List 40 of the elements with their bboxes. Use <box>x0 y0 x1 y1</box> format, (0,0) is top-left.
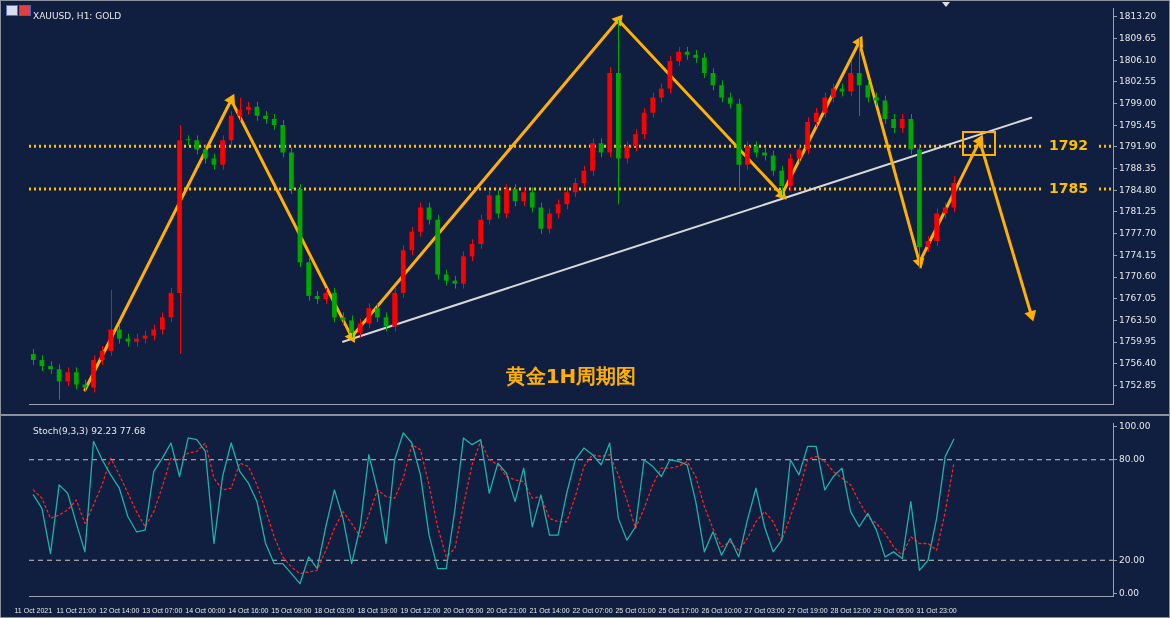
y-tick-label: 20.00 <box>1119 554 1146 565</box>
candlestick <box>203 144 208 164</box>
y-tick-label: 1756.40 <box>1119 358 1157 369</box>
y-tick-label: 1763.50 <box>1119 314 1157 325</box>
y-tick-label: 1777.70 <box>1119 228 1157 239</box>
y-tick-label: 1752.85 <box>1119 379 1157 390</box>
candlestick <box>942 202 948 219</box>
y-tick-label: 1781.25 <box>1119 206 1157 217</box>
point <box>611 14 623 27</box>
candlestick <box>159 311 165 335</box>
y-tick-label: 1767.05 <box>1119 293 1157 304</box>
y-tick-label: 1788.35 <box>1119 163 1157 173</box>
y-tick-label: 1813.20 <box>1119 11 1157 22</box>
y-tick-label: 1802.55 <box>1119 76 1157 87</box>
candlestick <box>719 79 724 103</box>
y-tick-label: 1795.45 <box>1119 119 1157 130</box>
annotation: 黄金1H周期图 <box>504 364 637 389</box>
y-tick-label: 1784.80 <box>1119 184 1157 195</box>
point <box>224 93 236 106</box>
ref-line-label: 1792 <box>1049 137 1088 154</box>
point <box>1024 309 1037 322</box>
y-tick-label: 1809.65 <box>1119 32 1157 43</box>
candlestick <box>349 314 354 338</box>
candlestick <box>658 82 664 103</box>
chart-title: Stoch(9,3,3) 92.23 77.68 <box>33 425 146 436</box>
y-tick-label: 0.00 <box>1119 588 1140 599</box>
y-tick-label: 100.00 <box>1119 420 1151 431</box>
y-tick-label: 1774.15 <box>1119 249 1157 260</box>
y-tick-label: 1806.10 <box>1119 54 1157 65</box>
chart-title: XAUUSD, H1: GOLD <box>33 10 122 21</box>
y-tick-label: 1759.95 <box>1119 336 1157 347</box>
y-tick-label: 1799.00 <box>1119 97 1157 108</box>
candlestick <box>357 318 363 338</box>
candlestick <box>865 79 871 103</box>
candlestick <box>762 147 767 161</box>
ref-line-label: 1785 <box>1049 179 1088 196</box>
y-tick-label: 1770.60 <box>1119 271 1157 282</box>
y-tick-label: 80.00 <box>1119 454 1146 465</box>
y-tick-label: 1791.90 <box>1119 141 1157 152</box>
candlestick <box>831 82 836 103</box>
